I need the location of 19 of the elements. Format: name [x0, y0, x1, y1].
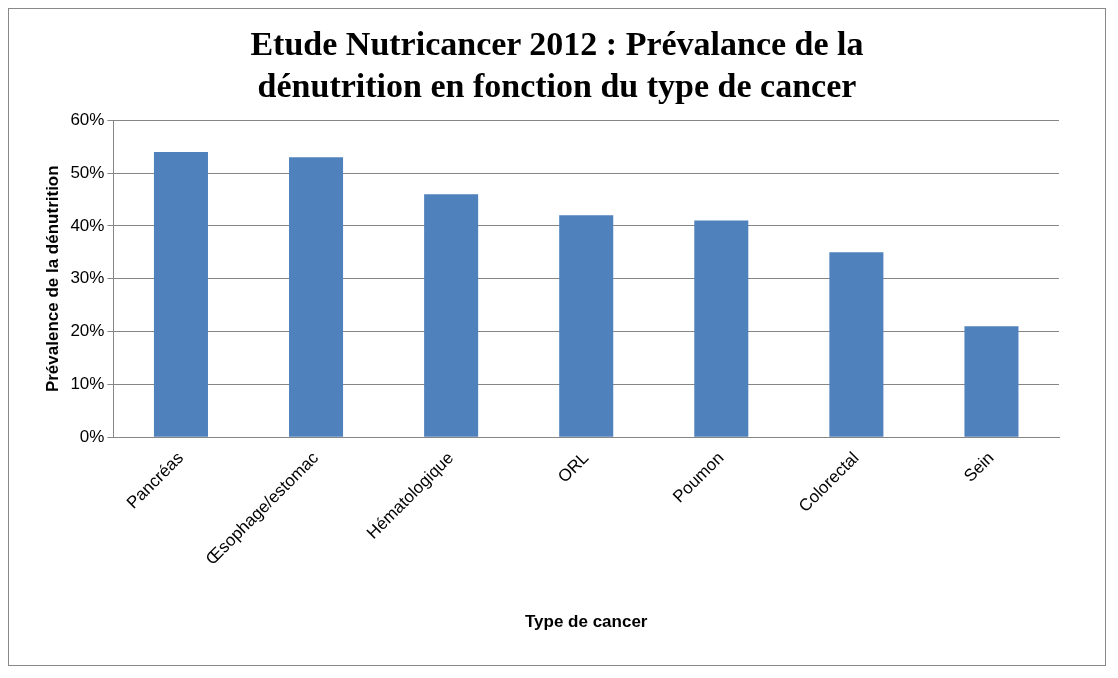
x-axis-title: Type de cancer [524, 612, 648, 632]
y-tick-label: 0% [79, 426, 105, 446]
bar [559, 215, 614, 437]
y-tick-label: 20% [70, 321, 105, 341]
bar [289, 157, 344, 437]
bar [964, 326, 1019, 437]
bar [424, 194, 479, 437]
chart-title: Etude Nutricancer 2012 : Prévalance de la dénutrition en fonction du type de cancer [249, 24, 865, 106]
bar [829, 252, 884, 437]
y-tick-label: 50% [70, 162, 105, 182]
y-axis-title: Prévalence de la dénutrition [42, 165, 62, 393]
bar [153, 151, 208, 437]
y-tick-label: 40% [70, 215, 105, 235]
y-tick-label: 30% [70, 268, 105, 288]
y-tick-label: 60% [70, 109, 105, 129]
y-tick-label: 10% [70, 374, 105, 394]
x-tick-label: ORL [554, 448, 593, 487]
x-tick-label: Sein [960, 448, 998, 486]
bar [694, 220, 749, 437]
